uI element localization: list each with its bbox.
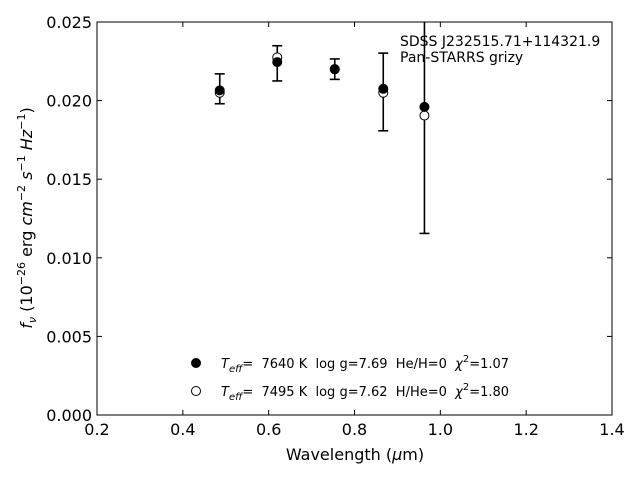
model-point-open xyxy=(419,110,430,121)
x-tick-label: 1.4 xyxy=(599,420,624,439)
data-markers xyxy=(214,52,430,121)
legend-entry-2: Teff= 7495 K log g=7.62 H/He=0 χ2=1.80 xyxy=(221,382,509,403)
error-bar xyxy=(419,22,430,235)
model-point-filled xyxy=(378,83,389,94)
plot-frame xyxy=(96,21,613,416)
y-tick-label: 0.025 xyxy=(46,13,92,32)
model-point-filled xyxy=(329,64,340,75)
y-tick-label: 0.015 xyxy=(46,170,92,189)
x-tick-label: 1.0 xyxy=(428,420,453,439)
x-tick-label: 0.2 xyxy=(84,420,109,439)
y-axis-title: fν (10−26 erg cm−2 s−1 Hz−1) xyxy=(15,107,39,328)
x-axis-title: Wavelength (μm) xyxy=(286,445,424,464)
x-tick-label: 0.8 xyxy=(342,420,367,439)
legend-entry-1: Teff= 7640 K log g=7.69 He/H=0 χ2=1.07 xyxy=(221,354,509,375)
legend-marker-filled xyxy=(191,358,201,368)
legend: Teff= 7640 K log g=7.69 He/H=0 χ2=1.07 T… xyxy=(191,354,509,403)
legend-marker-open xyxy=(191,386,201,396)
y-tick-label: 0.020 xyxy=(46,92,92,111)
model-point-filled xyxy=(214,85,225,96)
y-axis-ticks: 0.000 0.005 0.010 0.015 0.020 0.025 xyxy=(46,13,612,425)
model-point-filled xyxy=(419,101,430,112)
y-tick-label: 0.000 xyxy=(46,406,92,425)
object-name-annotation: SDSS J232515.71+114321.9 xyxy=(400,34,600,50)
model-point-filled xyxy=(272,57,283,68)
x-tick-label: 0.4 xyxy=(170,420,195,439)
y-tick-label: 0.005 xyxy=(46,327,92,346)
x-tick-label: 1.2 xyxy=(513,420,538,439)
survey-annotation: Pan-STARRS grizy xyxy=(400,50,523,66)
x-tick-label: 0.6 xyxy=(256,420,281,439)
y-tick-label: 0.010 xyxy=(46,249,92,268)
